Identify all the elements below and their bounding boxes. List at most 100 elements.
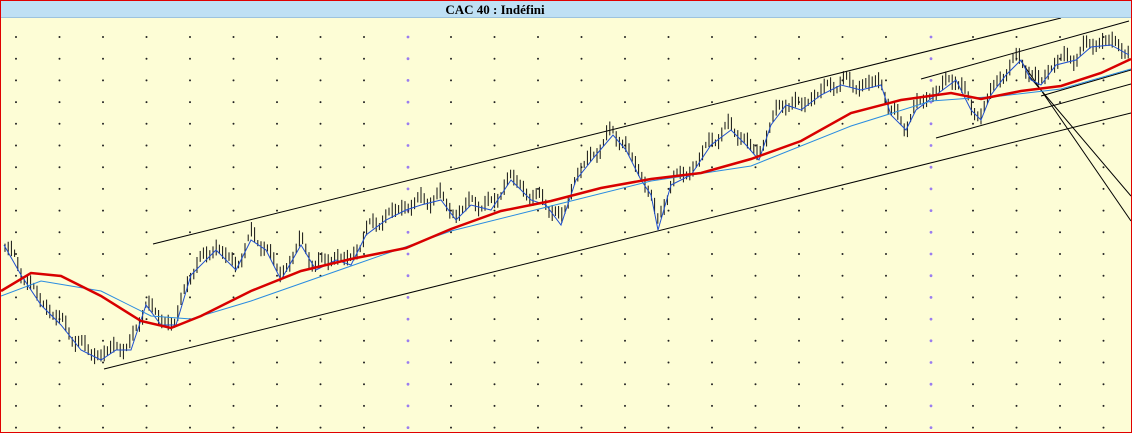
grid-dot bbox=[276, 253, 278, 255]
grid-dot bbox=[667, 296, 670, 299]
grid-dot bbox=[406, 187, 410, 191]
grid-dot bbox=[580, 79, 583, 82]
grid-dot bbox=[15, 253, 17, 255]
grid-dot bbox=[972, 339, 974, 342]
grid-dot bbox=[102, 101, 104, 104]
grid-dot bbox=[537, 404, 539, 407]
grid-dot bbox=[15, 231, 17, 234]
grid-dot bbox=[972, 253, 974, 255]
grid-dot bbox=[15, 144, 17, 147]
grid-dot bbox=[667, 101, 670, 104]
grid-dot bbox=[319, 296, 322, 299]
grid-dot bbox=[580, 209, 583, 212]
grid-dot bbox=[1015, 36, 1018, 38]
grid-dot bbox=[58, 361, 61, 364]
grid-dot bbox=[624, 339, 626, 342]
grid-dot bbox=[145, 339, 148, 342]
grid-dot bbox=[885, 187, 887, 190]
grid-dot bbox=[711, 361, 713, 364]
grid-dot bbox=[972, 187, 974, 190]
grid-dot bbox=[406, 317, 410, 321]
grid-dot bbox=[972, 166, 974, 169]
grid-dot bbox=[885, 79, 887, 82]
grid-dot bbox=[189, 187, 191, 190]
grid-dot bbox=[319, 122, 322, 125]
channel-lower bbox=[103, 112, 1131, 370]
grid-dot bbox=[1059, 296, 1061, 299]
grid-dot bbox=[667, 383, 670, 386]
grid-dot bbox=[1015, 101, 1018, 104]
grid-dot bbox=[58, 57, 61, 60]
grid-dot bbox=[406, 57, 410, 61]
grid-dot bbox=[493, 339, 496, 342]
grid-dot bbox=[624, 166, 626, 169]
grid-dot bbox=[537, 231, 539, 234]
grid-dot bbox=[537, 318, 539, 321]
grid-dot bbox=[929, 57, 933, 61]
grid-dot bbox=[580, 101, 583, 104]
grid-dot bbox=[798, 144, 800, 147]
grid-dot bbox=[232, 57, 235, 60]
grid-dot bbox=[15, 122, 17, 125]
grid-dot bbox=[841, 36, 844, 38]
grid-dot bbox=[1015, 274, 1018, 277]
grid-dot bbox=[145, 144, 148, 147]
grid-dot bbox=[624, 296, 626, 299]
grid-dot bbox=[624, 79, 626, 82]
grid-dot bbox=[363, 339, 365, 342]
grid-dot bbox=[929, 296, 933, 299]
grid-dot bbox=[885, 36, 887, 38]
grid-dot bbox=[232, 426, 235, 429]
grid-dot bbox=[102, 122, 104, 125]
grid-dot bbox=[493, 318, 496, 321]
grid-dot bbox=[102, 57, 104, 60]
grid-dot bbox=[15, 57, 17, 60]
grid-dot bbox=[841, 122, 844, 125]
grid-dot bbox=[102, 209, 104, 212]
grid-dot bbox=[493, 296, 496, 299]
grid-dot bbox=[102, 361, 104, 364]
grid-dot bbox=[580, 231, 583, 234]
grid-dot bbox=[493, 274, 496, 277]
grid-dot bbox=[493, 404, 496, 407]
grid-dot bbox=[537, 361, 539, 364]
grid-dot bbox=[798, 79, 800, 82]
grid-dot bbox=[319, 361, 322, 364]
grid-dot bbox=[624, 122, 626, 125]
grid-dot bbox=[754, 274, 757, 277]
grid-dot bbox=[798, 36, 800, 38]
grid-dot bbox=[1059, 144, 1061, 147]
grid-dot bbox=[929, 339, 933, 343]
grid-dot bbox=[929, 79, 933, 82]
grid-dot bbox=[189, 296, 191, 299]
grid-dot bbox=[1015, 253, 1018, 255]
grid-dot bbox=[189, 404, 191, 407]
grid-dot bbox=[363, 122, 365, 125]
grid-dot bbox=[1102, 231, 1105, 234]
grid-dot bbox=[363, 166, 365, 169]
grid-dot bbox=[1015, 209, 1018, 212]
grid-dot bbox=[232, 79, 235, 82]
grid-dot bbox=[276, 166, 278, 169]
grid-dot bbox=[972, 274, 974, 277]
grid-dot bbox=[841, 296, 844, 299]
grid-dot bbox=[885, 166, 887, 169]
grid-dot bbox=[754, 339, 757, 342]
grid-dot bbox=[276, 404, 278, 407]
grid-dot bbox=[1015, 231, 1018, 234]
grid-dot bbox=[276, 209, 278, 212]
grid-dot bbox=[1102, 57, 1105, 60]
grid-dot bbox=[493, 361, 496, 364]
fan-line-2 bbox=[1028, 75, 1131, 197]
grid-dot bbox=[319, 144, 322, 147]
grid-dot bbox=[754, 253, 757, 255]
grid-dot bbox=[1059, 79, 1061, 82]
grid-dot bbox=[102, 318, 104, 321]
grid-dot bbox=[1059, 404, 1061, 407]
grid-dot bbox=[15, 296, 17, 299]
grid-dot bbox=[580, 144, 583, 147]
grid-dot bbox=[58, 79, 61, 82]
grid-dot bbox=[1102, 426, 1105, 429]
grid-dot bbox=[493, 383, 496, 386]
grid-dot bbox=[798, 296, 800, 299]
